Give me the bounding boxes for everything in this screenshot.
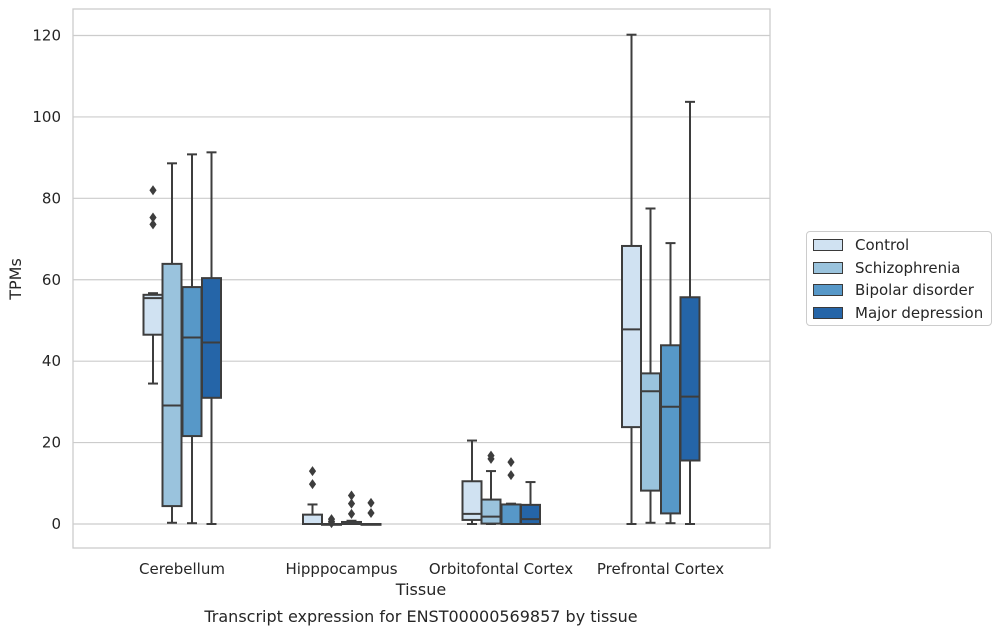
y-tick-label: 80 [42, 189, 61, 207]
outlier-point [308, 466, 317, 477]
outlier-point [367, 508, 375, 519]
box-iqr [660, 344, 681, 515]
x-tick-label: Cerebellum [139, 560, 225, 578]
outlier-point [347, 498, 356, 509]
legend-label: Control [855, 236, 910, 254]
box-iqr [500, 503, 522, 525]
box-0-0 [142, 185, 164, 385]
legend-swatch [813, 284, 843, 296]
box-iqr [480, 498, 502, 525]
legend-item: Bipolar disorder [813, 280, 974, 300]
outlier-point [347, 490, 356, 501]
outlier-point [149, 219, 157, 230]
box-1-1 [321, 514, 342, 529]
y-tick-label: 20 [42, 434, 61, 452]
box-1-3 [640, 207, 661, 524]
box-3-1 [360, 497, 382, 526]
legend: Control Schizophrenia Bipolar disorder Majo… [806, 231, 992, 326]
plot-area-frame [72, 8, 771, 549]
outlier-point [347, 508, 356, 519]
x-tick-label: Prefrontal Cortex [597, 560, 724, 578]
outlier-point [149, 185, 157, 196]
box-iqr [302, 513, 323, 526]
x-tick-label: Orbitofontal Cortex [429, 560, 573, 578]
box-0-3 [621, 33, 642, 525]
outlier-point [308, 479, 317, 490]
chart-caption: Transcript expression for ENST0000056985… [203, 607, 637, 626]
y-tick-label: 120 [32, 27, 61, 45]
y-tick-label: 60 [42, 271, 61, 289]
box-3-2 [520, 481, 541, 526]
box-0-2 [461, 439, 483, 525]
y-axis-label: TPMs [6, 258, 25, 301]
y-tick-label: 0 [51, 515, 61, 533]
box-iqr [142, 293, 164, 336]
outlier-point [367, 497, 375, 508]
legend-swatch [813, 306, 843, 319]
box-iqr [181, 286, 203, 438]
legend-swatch [813, 239, 843, 251]
legend-item: Control [813, 235, 909, 255]
box-1-0 [161, 162, 183, 524]
box-iqr [621, 244, 642, 429]
box-2-0 [181, 153, 203, 525]
box-1-2 [480, 450, 502, 525]
box-iqr [520, 503, 541, 526]
box-iqr [201, 277, 222, 399]
box-2-1 [341, 490, 362, 526]
y-tick-label: 100 [32, 108, 61, 126]
x-axis-ticks: Cerebellum Hipppocampus Orbitofontal Corte… [139, 560, 724, 578]
outlier-point [327, 518, 336, 529]
legend-item: Schizophrenia [813, 258, 960, 278]
y-tick-label: 40 [42, 352, 61, 370]
x-tick-label: Hipppocampus [285, 560, 397, 578]
box-3-0 [201, 151, 222, 525]
outlier-point [149, 212, 157, 223]
legend-item: Major depression [813, 303, 983, 323]
x-axis-label: Tissue [395, 580, 446, 599]
legend-label: Major depression [855, 303, 984, 322]
legend-swatch [813, 261, 843, 274]
box-3-3 [679, 100, 701, 525]
outlier-point [507, 470, 515, 481]
box-2-2 [500, 457, 522, 525]
y-axis-ticks: 0 20 40 60 80 100 120 [32, 27, 61, 534]
box-2-3 [660, 242, 681, 525]
outlier-point [487, 453, 495, 464]
box-0-1 [302, 466, 323, 526]
outlier-point [507, 457, 515, 468]
box-iqr [161, 262, 183, 508]
boxes [142, 33, 701, 529]
legend-label: Bipolar disorder [855, 281, 974, 299]
box-iqr [679, 296, 701, 462]
legend-label: Schizophrenia [855, 258, 961, 277]
